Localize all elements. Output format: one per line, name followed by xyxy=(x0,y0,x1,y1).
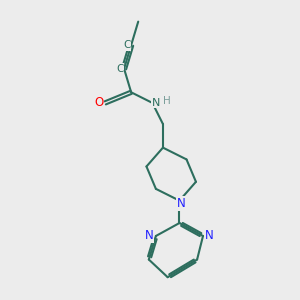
Text: C: C xyxy=(123,40,130,50)
Text: N: N xyxy=(152,98,160,108)
Text: H: H xyxy=(163,95,171,106)
Text: C: C xyxy=(116,64,124,74)
Text: O: O xyxy=(94,96,103,110)
Text: N: N xyxy=(205,230,214,242)
Text: N: N xyxy=(177,197,186,210)
Text: N: N xyxy=(145,230,154,242)
